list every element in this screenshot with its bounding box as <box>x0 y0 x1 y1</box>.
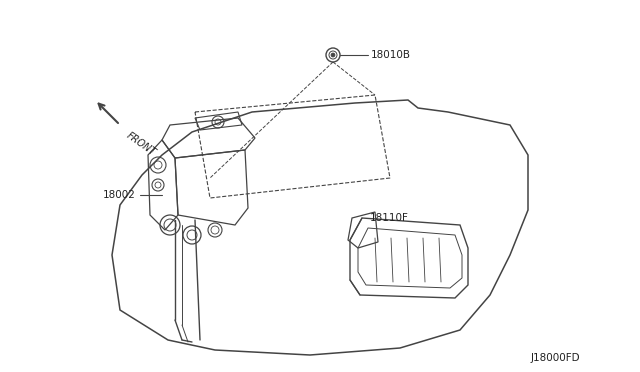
Circle shape <box>331 53 335 57</box>
Text: 18002: 18002 <box>103 190 136 200</box>
Text: 18010B: 18010B <box>371 50 411 60</box>
Text: 18110F: 18110F <box>370 213 409 223</box>
Text: FRONT: FRONT <box>125 130 158 157</box>
Text: J18000FD: J18000FD <box>531 353 580 363</box>
